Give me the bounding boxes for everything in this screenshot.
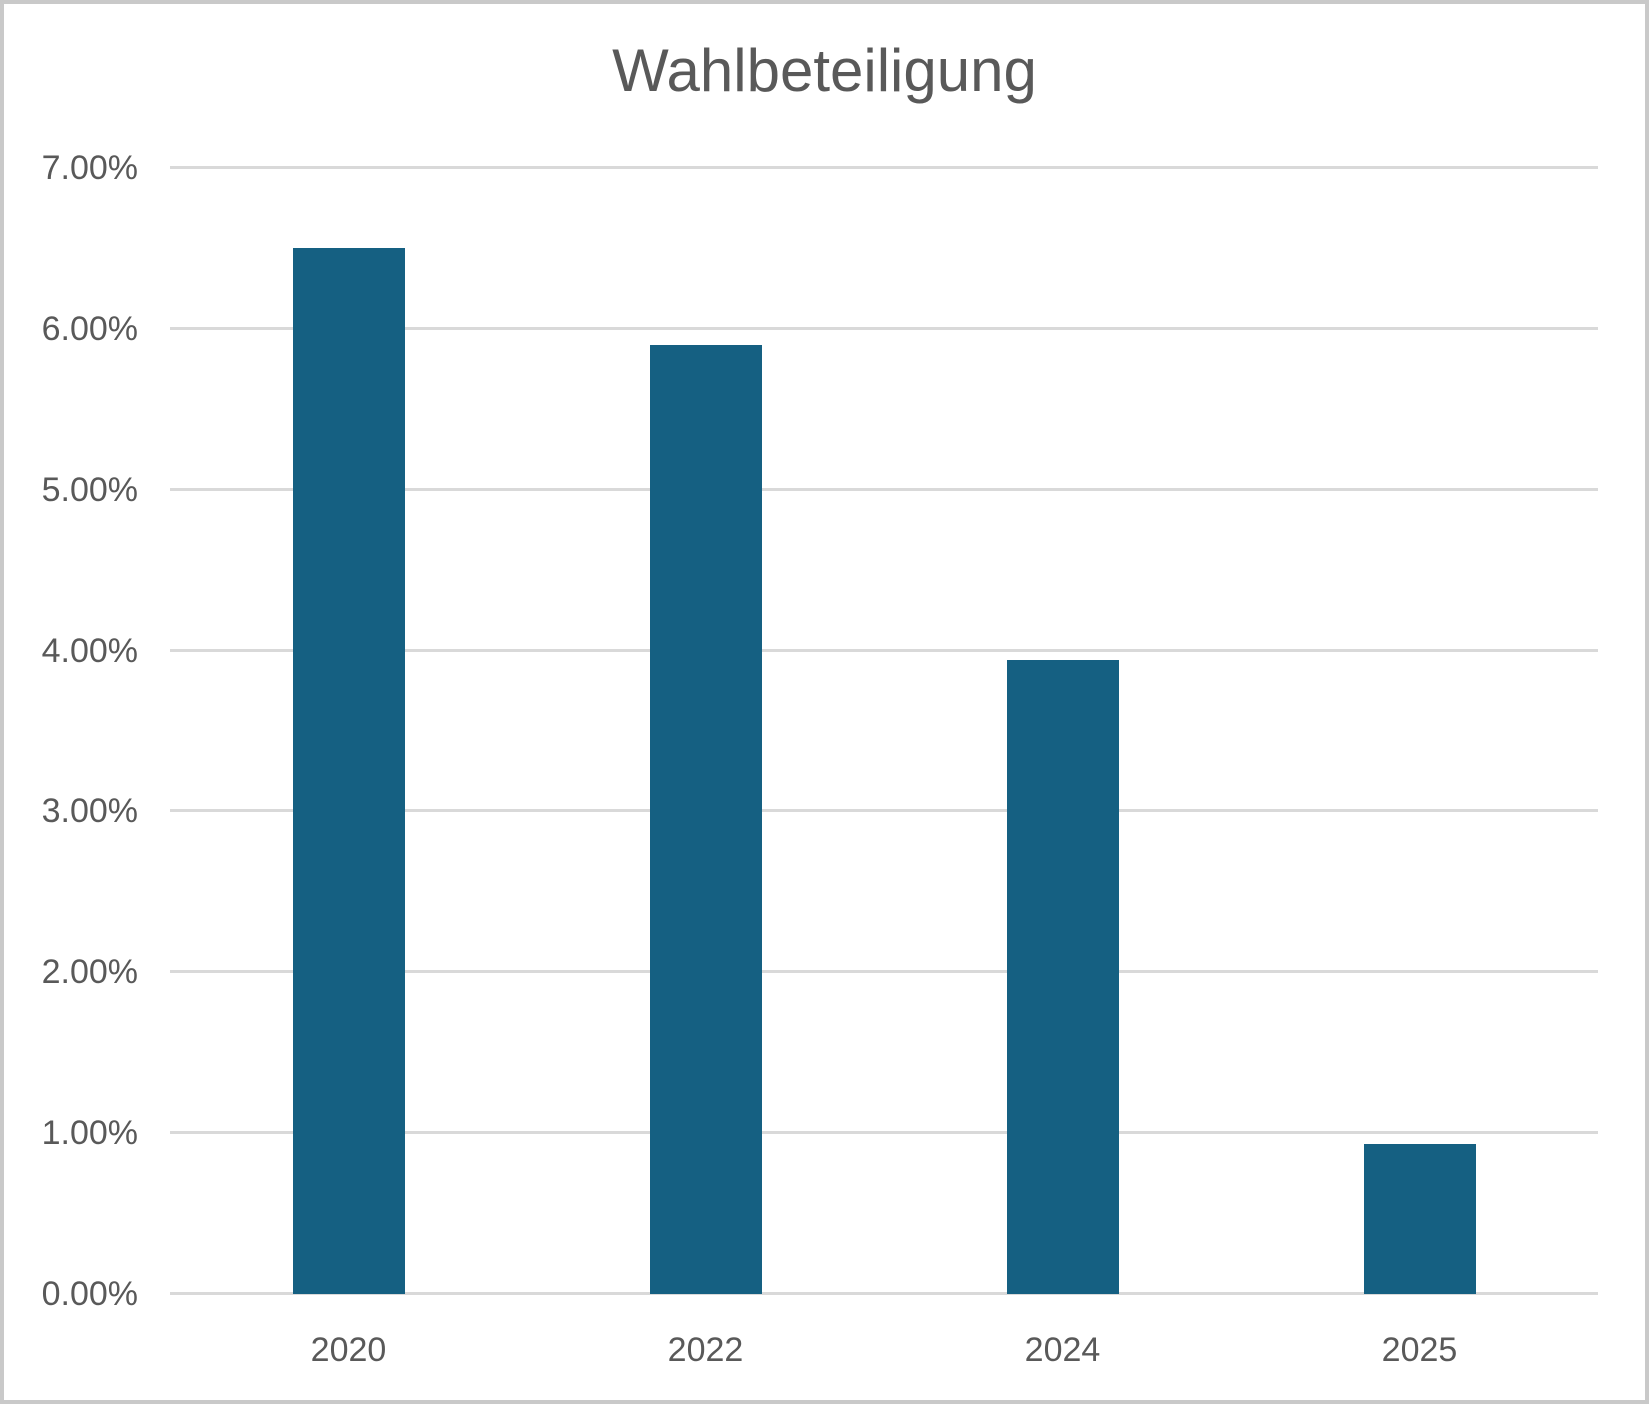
y-axis-tick-label: 3.00% <box>41 792 138 831</box>
x-axis-tick-label: 2025 <box>1381 1331 1458 1369</box>
gridline <box>170 648 1598 652</box>
gridline <box>170 487 1598 491</box>
y-axis-tick-label: 6.00% <box>41 309 138 348</box>
plot-area <box>170 166 1598 1295</box>
gridline <box>170 1131 1598 1135</box>
bar-2020 <box>292 248 405 1294</box>
y-axis-tick-label: 7.00% <box>41 149 138 187</box>
gridline <box>170 809 1598 813</box>
y-axis-tick-label: 4.00% <box>41 631 138 670</box>
y-axis-tick-label: 0.00% <box>41 1275 138 1313</box>
gridline <box>170 166 1598 169</box>
y-axis-tick-label: 2.00% <box>41 953 138 992</box>
y-axis-labels: 0.00% 1.00% 2.00% 3.00% 4.00% 5.00% 6.00% 7.00% <box>4 151 138 1311</box>
chart-title: Wahlbeteiligung <box>612 37 1037 104</box>
x-axis-tick-label: 2022 <box>667 1331 744 1369</box>
x-axis-tick-label: 2020 <box>310 1331 387 1369</box>
x-axis-labels: 2020 2022 2024 2025 <box>170 1330 1598 1374</box>
bar-2024 <box>1006 660 1119 1294</box>
y-axis-tick-label: 1.00% <box>41 1114 138 1153</box>
bar-2022 <box>649 344 762 1294</box>
y-axis-tick-label: 5.00% <box>41 470 138 509</box>
bar-2025 <box>1363 1144 1476 1294</box>
gridline <box>170 326 1598 330</box>
gridline <box>170 1292 1598 1295</box>
x-axis-tick-label: 2024 <box>1024 1331 1101 1369</box>
gridline <box>170 970 1598 974</box>
